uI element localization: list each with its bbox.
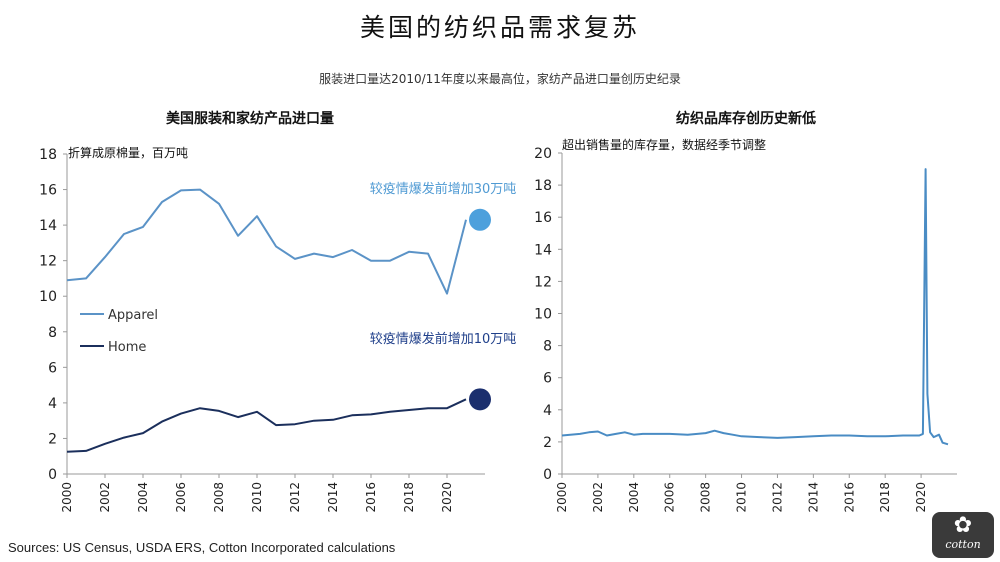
chart-1-y-tick-label: 0 — [543, 467, 552, 483]
chart-1-x-tick-label: 2012 — [770, 482, 784, 513]
chart-1-x-tick-label: 2010 — [735, 482, 749, 513]
legend-home-label: Home — [108, 340, 146, 355]
chart-1-y-tick-label: 14 — [534, 242, 552, 258]
chart-1-y-tick-label: 16 — [534, 210, 552, 226]
chart-0-x-tick-label: 2010 — [250, 482, 264, 513]
chart-1-x-tick-label: 2020 — [914, 482, 928, 513]
apparel-annotation: 较疫情爆发前增加30万吨 — [370, 181, 517, 197]
chart-0-x-tick-label: 2008 — [212, 482, 226, 513]
chart-1-y-tick-label: 2 — [543, 435, 552, 451]
home-annotation: 较疫情爆发前增加10万吨 — [370, 331, 517, 347]
chart-0-x-tick-label: 2006 — [174, 482, 188, 513]
page-subtitle: 服装进口量达2010/11年度以来最高位，家纺产品进口量创历史纪录 — [319, 72, 681, 86]
chart-0-x-tick-label: 2014 — [326, 482, 340, 513]
cotton-flower-icon: ✿ — [953, 513, 973, 538]
chart-1-series-inventory-line — [561, 168, 949, 446]
chart-0-series-home-line — [66, 398, 467, 453]
chart-0-title: 美国服装和家纺产品进口量 — [166, 110, 334, 127]
chart-0-y-tick-label: 6 — [48, 360, 57, 376]
chart-0-y-tick-label: 16 — [39, 183, 57, 199]
chart-0-ylabel: 折算成原棉量，百万吨 — [68, 145, 188, 160]
chart-0-y-tick-label: 10 — [39, 289, 57, 305]
chart-1-y-tick-label: 12 — [534, 274, 552, 290]
chart-1-y-tick-label: 10 — [534, 307, 552, 323]
apparel-endpoint-marker — [469, 208, 491, 231]
chart-1-x-tick-label: 2014 — [806, 482, 820, 513]
chart-1-x-tick-label: 2006 — [663, 482, 677, 513]
chart-0-x-tick-label: 2000 — [60, 482, 74, 513]
chart-0-x-tick-label: 2002 — [98, 482, 112, 513]
chart-1-y-tick-label: 4 — [543, 403, 552, 419]
chart-0-x-tick-label: 2020 — [440, 482, 454, 513]
page-title: 美国的纺织品需求复苏 — [359, 13, 640, 42]
chart-0-y-tick-label: 12 — [39, 254, 57, 270]
home-endpoint-marker — [469, 388, 491, 411]
chart-0-y-tick-label: 18 — [39, 147, 57, 163]
chart-1-y-tick-label: 18 — [534, 178, 552, 194]
chart-1-x-tick-label: 2008 — [699, 482, 713, 513]
cotton-logo: ✿ cotton — [932, 512, 994, 558]
chart-0-x-tick-label: 2016 — [364, 482, 378, 513]
chart-0-y-tick-label: 14 — [39, 218, 57, 234]
legend-apparel-label: Apparel — [108, 308, 158, 323]
chart-1-y-tick-label: 20 — [534, 146, 552, 162]
chart-1-x-tick-label: 2018 — [878, 482, 892, 513]
chart-0-y-tick-label: 2 — [48, 431, 57, 447]
chart-0-x-tick-label: 2004 — [136, 482, 150, 513]
chart-1-y-tick-label: 8 — [543, 339, 552, 355]
chart-1-x-tick-label: 2016 — [842, 482, 856, 513]
chart-1-x-tick-label: 2002 — [591, 482, 605, 513]
chart-1-x-tick-label: 2004 — [627, 482, 641, 513]
chart-0-y-tick-label: 8 — [48, 325, 57, 341]
chart-0-y-tick-label: 0 — [48, 467, 57, 483]
chart-1-ylabel: 超出销售量的库存量，数据经季节调整 — [562, 137, 766, 152]
chart-0-x-tick-label: 2018 — [402, 482, 416, 513]
chart-0-x-tick-label: 2012 — [288, 482, 302, 513]
logo-text: cotton — [945, 538, 981, 551]
chart-0-y-tick-label: 4 — [48, 396, 57, 412]
chart-1-y-tick-label: 6 — [543, 371, 552, 387]
chart-1-x-tick-label: 2000 — [555, 482, 569, 513]
chart-1-title: 纺织品库存创历史新低 — [676, 110, 816, 127]
chart-0-series-apparel-line — [66, 188, 467, 295]
sources-note: Sources: US Census, USDA ERS, Cotton Inc… — [8, 540, 396, 555]
